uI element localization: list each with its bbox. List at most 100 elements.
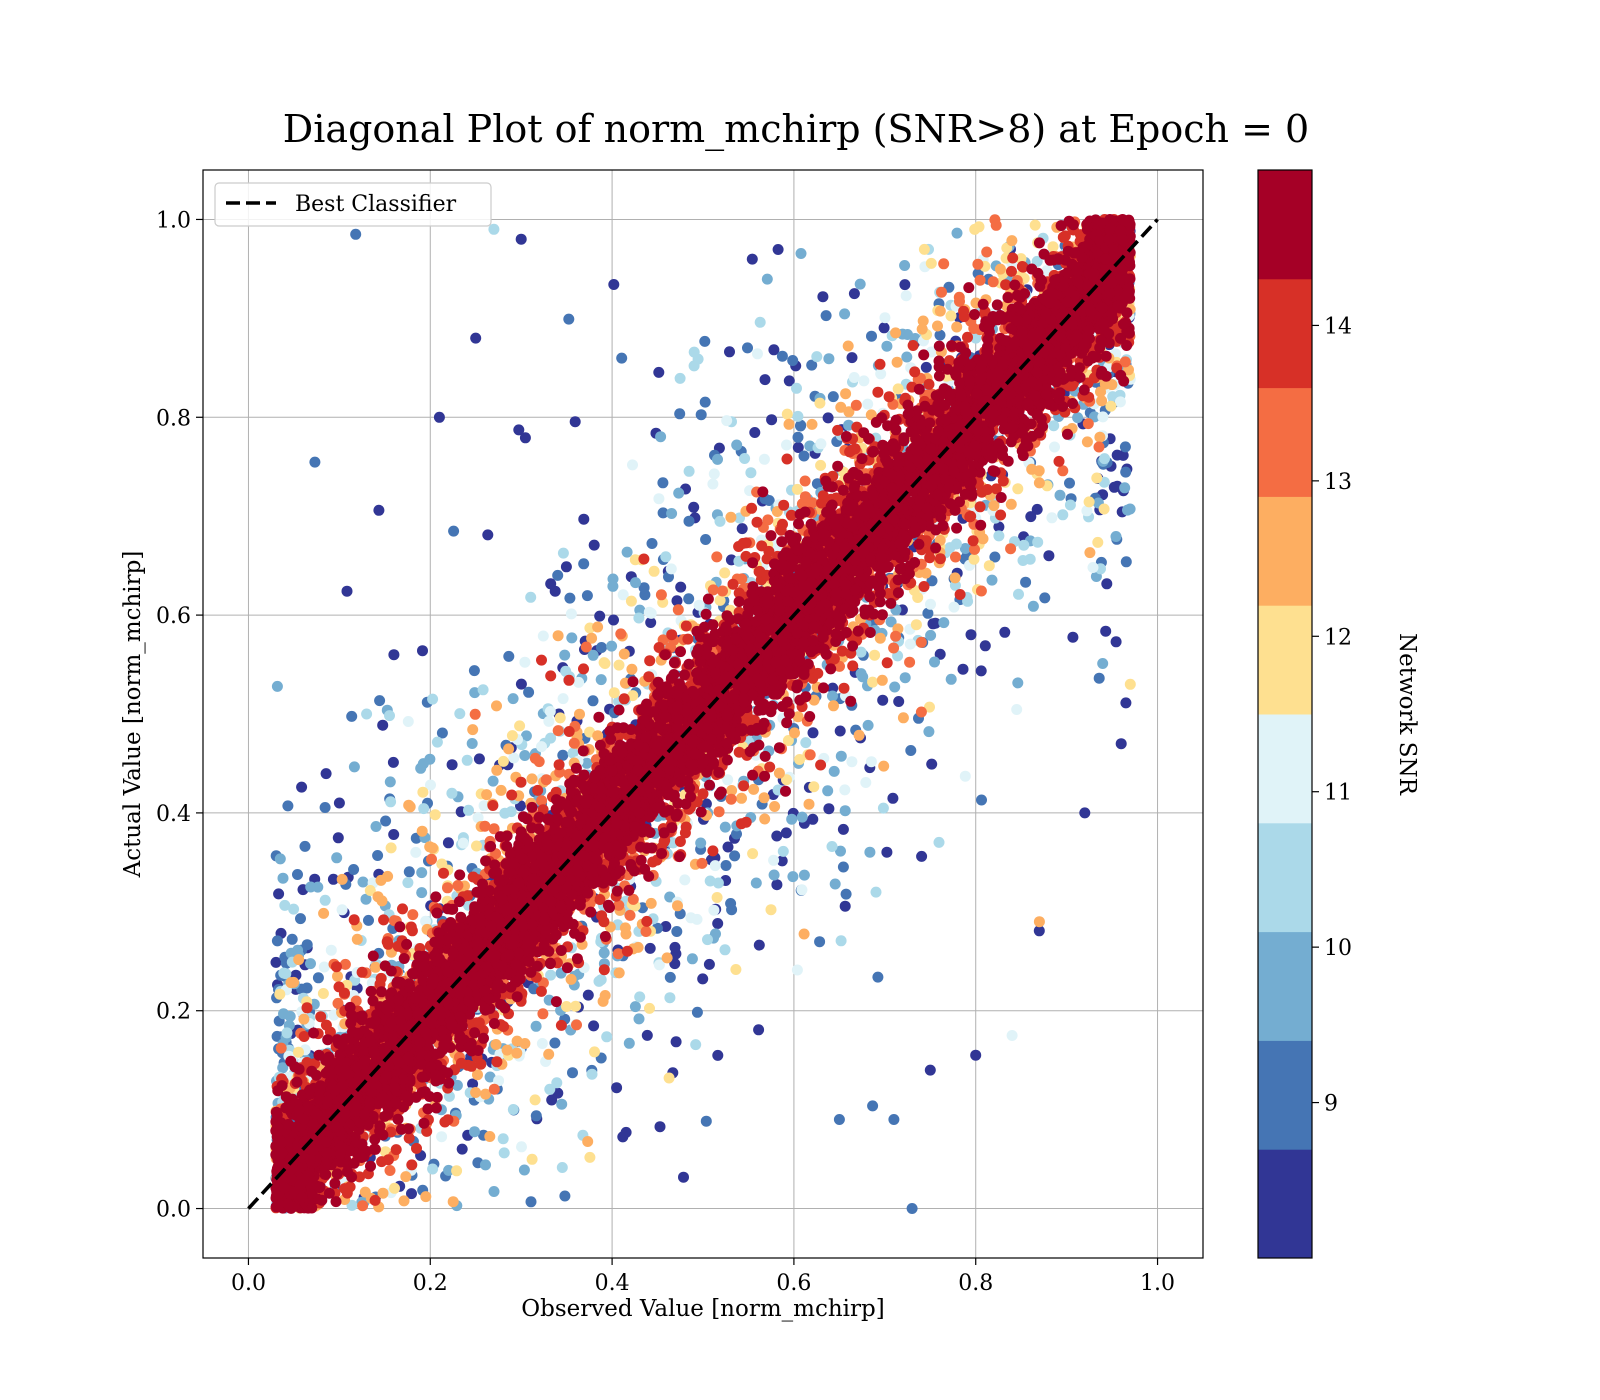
scatter-point (501, 1044, 513, 1056)
scatter-point (872, 971, 884, 983)
scatter-point (1053, 455, 1065, 467)
scatter-point (724, 346, 735, 358)
scatter-point (348, 914, 360, 926)
scatter-point (638, 553, 650, 565)
scatter-point (348, 864, 360, 875)
scatter-point (653, 959, 665, 971)
scatter-point (660, 551, 672, 563)
scatter-point (416, 887, 428, 899)
scatter-point (624, 909, 636, 921)
scatter-point (278, 967, 290, 979)
scatter-point (742, 342, 753, 354)
scatter-point (1114, 396, 1126, 408)
scatter-point (507, 693, 519, 705)
scatter-point (563, 313, 575, 325)
scatter-point (1005, 543, 1017, 555)
scatter-point (808, 781, 820, 793)
scatter-point (870, 886, 882, 898)
scatter-point (537, 630, 549, 642)
scatter-point (776, 855, 788, 867)
scatter-point (549, 1037, 561, 1049)
scatter-point (738, 780, 750, 792)
scatter-point (425, 779, 436, 791)
scatter-point (826, 841, 838, 852)
scatter-point (451, 1165, 463, 1177)
scatter-point (282, 800, 294, 812)
scatter-point (907, 340, 919, 351)
scatter-point (1119, 356, 1131, 368)
scatter-point (885, 616, 897, 628)
scatter-point (839, 308, 851, 320)
scatter-point (874, 358, 886, 370)
scatter-point (926, 575, 938, 587)
scatter-point (482, 529, 494, 541)
scatter-point (993, 521, 1005, 533)
scatter-point (633, 612, 645, 624)
scatter-point (661, 952, 673, 964)
scatter-point (407, 909, 419, 921)
scatter-point (478, 800, 490, 812)
scatter-point (1101, 578, 1113, 590)
scatter-point (666, 508, 678, 519)
scatter-point (530, 1110, 542, 1122)
scatter-point (515, 678, 527, 690)
scatter-point (309, 456, 321, 468)
scatter-point (709, 860, 721, 872)
scatter-point (666, 629, 678, 641)
scatter-point (299, 840, 311, 852)
scatter-point (933, 836, 945, 848)
scatter-point (618, 648, 630, 660)
scatter-point (442, 837, 454, 849)
scatter-point (271, 680, 283, 692)
scatter-point (800, 737, 812, 749)
scatter-point (925, 629, 937, 641)
scatter-point (892, 383, 904, 395)
scatter-point (1097, 658, 1109, 669)
scatter-point (473, 1017, 485, 1029)
scatter-point (850, 399, 862, 411)
scatter-point (879, 312, 891, 324)
scatter-point (274, 853, 286, 865)
scatter-point (505, 806, 517, 818)
scatter-point (815, 459, 827, 471)
scatter-point (431, 736, 443, 748)
scatter-point (443, 1164, 455, 1176)
scatter-point (596, 642, 607, 653)
scatter-point (789, 727, 800, 739)
scatter-point (671, 926, 683, 937)
scatter-point (332, 970, 343, 982)
scatter-point (1057, 465, 1069, 477)
scatter-point (725, 898, 737, 909)
scatter-point (645, 897, 657, 909)
scatter-point (346, 1199, 358, 1211)
scatter-point (807, 727, 819, 739)
scatter-point (865, 756, 877, 768)
scatter-point (318, 961, 330, 973)
scatter-point (655, 431, 667, 443)
scatter-point (629, 1001, 641, 1013)
scatter-point (777, 845, 789, 857)
scatter-point (618, 693, 630, 705)
scatter-point (796, 811, 808, 823)
scatter-point (403, 799, 415, 811)
scatter-point (599, 990, 611, 1001)
scatter-point (594, 610, 606, 622)
scatter-point (518, 1164, 530, 1176)
scatter-point (484, 1131, 496, 1142)
scatter-point (881, 657, 893, 669)
scatter-point (771, 879, 783, 891)
scatter-point (543, 715, 555, 727)
scatter-point (848, 372, 860, 383)
scatter-point (839, 784, 851, 796)
scatter-point (519, 432, 531, 444)
scatter-point (356, 966, 368, 978)
scatter-point (463, 804, 474, 816)
scatter-point (357, 1200, 369, 1212)
scatter-point (519, 656, 531, 668)
scatter-point (598, 947, 610, 959)
scatter-point (674, 372, 686, 384)
scatter-point (566, 632, 578, 644)
scatter-point (588, 539, 600, 551)
scatter-point (923, 726, 935, 738)
scatter-point (664, 971, 676, 983)
